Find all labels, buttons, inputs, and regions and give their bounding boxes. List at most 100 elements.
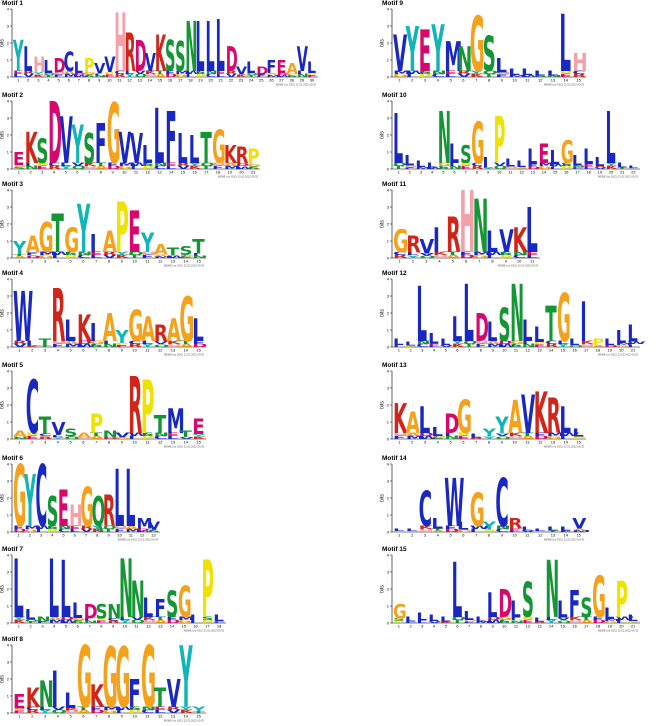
logo-letter-minor: C xyxy=(206,73,217,78)
position-label: 15 xyxy=(576,440,581,445)
position-label: 10 xyxy=(517,259,522,264)
position-label: 14 xyxy=(564,78,569,83)
logo-letter-minor: K xyxy=(83,162,97,167)
position-label: 1 xyxy=(18,348,21,353)
logo-letter-minor: F xyxy=(51,344,63,349)
logo-letter-minor: F xyxy=(463,621,474,623)
logo-letter-minor: L xyxy=(545,616,556,621)
logo-letter-P: P xyxy=(616,570,628,629)
logo-letter-minor: V xyxy=(457,74,472,79)
motif-2-title: Motif 2 xyxy=(2,92,23,99)
logo-letter-minor: P xyxy=(307,73,318,76)
position-label: 12 xyxy=(525,348,530,353)
y-tick-label: 4 xyxy=(387,462,390,467)
position-label: 28 xyxy=(289,78,294,83)
logo-letter-minor: W xyxy=(236,166,254,170)
position-label: 7 xyxy=(78,78,81,83)
position-label: 4 xyxy=(437,440,440,445)
y-tick-label: 2 xyxy=(7,41,10,46)
logo-letter-minor: I xyxy=(470,529,477,534)
logo-letter-R: R xyxy=(236,142,249,169)
logo-letter-minor: A xyxy=(155,73,167,78)
position-label: 25 xyxy=(259,78,264,83)
logo-letter-minor: A xyxy=(77,710,92,715)
motif-1-logo: 0 1 2 3 4 bits L E Y 1 V R L 2 K Y H 3 T Q L 4 F H D 5 M A C 6 W D L 7 S G P… xyxy=(0,0,318,91)
logo-letter-minor: I xyxy=(190,620,196,623)
logo-letter-I: I xyxy=(190,614,196,624)
logo-letter-minor: F xyxy=(495,74,507,78)
position-label: 14 xyxy=(184,259,189,264)
logo-letter-minor: Q xyxy=(452,616,466,621)
y-tick-label: 2 xyxy=(7,587,10,592)
y-axis-label: bits xyxy=(0,585,6,593)
logo-letter-minor: R xyxy=(13,341,27,346)
logo-letter-Y: Y xyxy=(481,427,496,440)
logo-letter-minor: G xyxy=(616,344,630,347)
position-label: 3 xyxy=(44,348,47,353)
logo-letter-N: N xyxy=(39,673,54,716)
y-tick-label: 4 xyxy=(387,188,390,193)
logo-letter-minor: H xyxy=(77,437,92,440)
logo-letter-minor: K xyxy=(192,436,207,440)
position-label: 11 xyxy=(530,259,535,264)
position-label: 8 xyxy=(88,78,91,83)
position-label: 1 xyxy=(398,533,401,538)
logo-letter-minor: M xyxy=(508,75,526,78)
logo-letter-minor: T xyxy=(128,255,140,260)
logo-letter-minor: K xyxy=(13,619,27,624)
logo-letter-minor: C xyxy=(512,254,526,259)
position-label: 9 xyxy=(487,170,490,175)
logo-letter-S: S xyxy=(498,300,510,353)
logo-letter-minor: S xyxy=(13,166,25,169)
logo-letter-minor: Y xyxy=(178,707,193,712)
logo-letter-minor: Y xyxy=(604,162,618,167)
position-label: 8 xyxy=(100,624,103,629)
logo-letter-minor: K xyxy=(569,616,583,621)
logo-letter-minor: S xyxy=(90,344,103,349)
position-label: 15 xyxy=(561,624,566,629)
position-label: 20 xyxy=(208,78,213,83)
logo-letter-minor: Q xyxy=(420,255,436,259)
logo-letter-minor: R xyxy=(534,621,547,623)
logo-letter-L: L xyxy=(527,146,537,170)
logo-letter-minor: P xyxy=(141,436,155,441)
y-tick-label: 2 xyxy=(7,403,10,408)
logo-letter-minor: T xyxy=(155,70,166,75)
logo-letter-minor: K xyxy=(26,345,41,348)
logo-letter-minor: L xyxy=(216,73,226,78)
logo-letter-minor: V xyxy=(494,162,506,167)
motif-8-logo: 0 1 2 3 4 bits E P E 1 R C K 2 Y L N 3 Q V I 4 H K L 5 A T G 6 D F K 7 G M G… xyxy=(0,630,207,726)
logo-letter-N: N xyxy=(545,547,559,637)
logo-letter-G: G xyxy=(39,216,54,262)
logo-letter-minor: Y xyxy=(32,71,44,75)
logo-letter-minor: I xyxy=(128,436,135,441)
motif-2-logo: 0 1 2 3 4 bits S G E 1 N I K 2 E P S 3 R C D 4 Y L V 5 Q V Y 6 H K S 7 A T F… xyxy=(0,85,261,184)
logo-letter-minor: N xyxy=(192,255,207,259)
logo-letter-minor: H xyxy=(143,619,157,624)
logo-letter-minor: I xyxy=(393,344,399,347)
logo-letter-S: S xyxy=(522,574,534,629)
logo-letter-W: W xyxy=(13,277,33,358)
logo-letter-minor: L xyxy=(13,73,23,78)
logo-letter-I: I xyxy=(90,231,97,259)
logo-letter-K: K xyxy=(25,124,39,174)
meme-footer: MEME (no SSC) 22.02.2022 09:33 xyxy=(598,629,639,633)
logo-letter-minor: H xyxy=(212,162,226,167)
y-tick-label: 0 xyxy=(387,345,390,350)
logo-letter-minor: I xyxy=(449,162,455,167)
logo-letter-I: I xyxy=(26,339,33,347)
logo-letter-minor: K xyxy=(115,255,130,260)
logo-letter-minor: F xyxy=(256,74,266,78)
logo-letter-L: L xyxy=(526,195,538,267)
logo-letter-minor: N xyxy=(206,70,218,75)
logo-letter-P: P xyxy=(84,55,95,78)
meme-footer: MEME (no SSC) 22.02.2022 09:33 xyxy=(164,353,205,357)
logo-letter-minor: M xyxy=(39,252,57,257)
logo-letter-V: V xyxy=(167,673,182,718)
logo-letter-minor: F xyxy=(114,528,125,533)
logo-letter-minor: E xyxy=(428,343,439,346)
logo-letter-minor: W xyxy=(276,74,293,77)
position-label: 12 xyxy=(146,624,151,629)
logo-letter-Y: Y xyxy=(71,116,84,177)
logo-letter-minor: F xyxy=(141,255,153,260)
